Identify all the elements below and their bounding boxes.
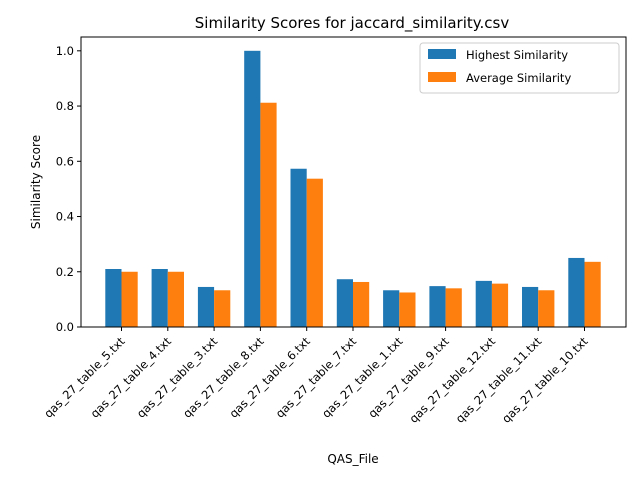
x-tick-label-0: qas_27_table_5.txt: [41, 334, 128, 421]
x-tick-label-8: qas_27_table_12.txt: [406, 334, 498, 426]
bar-average-0: [121, 271, 138, 327]
y-axis-ticks: 0.0 0.2 0.4 0.6 0.8 1.0: [56, 44, 81, 334]
bar-highest-0: [105, 269, 122, 327]
bar-average-2: [214, 290, 231, 327]
bar-average-6: [399, 292, 416, 327]
bar-highest-7: [429, 286, 446, 327]
y-tick-label-1: 0.2: [56, 265, 74, 279]
legend-box: [419, 42, 620, 94]
bar-average-3: [260, 102, 277, 327]
x-tick-label-2: qas_27_table_3.txt: [134, 334, 221, 421]
bar-average-7: [445, 288, 462, 327]
bar-average-1: [167, 271, 184, 327]
x-axis-label: QAS_File: [327, 452, 378, 466]
y-tick-label-2: 0.4: [56, 210, 74, 224]
bars-group: [105, 50, 601, 328]
x-axis-ticks: qas_27_table_5.txtqas_27_table_4.txtqas_…: [41, 327, 591, 426]
y-tick-label-0: 0.0: [56, 320, 74, 334]
y-tick-label-3: 0.6: [56, 154, 74, 168]
bar-highest-4: [290, 168, 307, 327]
bar-highest-8: [475, 280, 492, 327]
legend-label-average: Average Similarity: [466, 71, 571, 85]
bar-average-9: [538, 290, 555, 327]
bar-average-4: [306, 178, 323, 327]
y-tick-label-4: 0.8: [56, 99, 74, 113]
bar-highest-2: [197, 286, 215, 327]
x-tick-label-6: qas_27_table_1.txt: [319, 334, 406, 421]
x-tick-label-3: qas_27_table_8.txt: [180, 334, 267, 421]
bar-highest-3: [244, 50, 261, 328]
y-tick-label-5: 1.0: [56, 44, 74, 58]
plot-frame: [80, 36, 627, 328]
bar-average-8: [491, 283, 509, 327]
bar-highest-5: [336, 279, 353, 327]
x-tick-label-5: qas_27_table_7.txt: [273, 334, 360, 421]
x-tick-label-7: qas_27_table_9.txt: [365, 334, 452, 421]
x-tick-label-1: qas_27_table_4.txt: [88, 334, 175, 421]
x-tick-label-10: qas_27_table_10.txt: [499, 334, 591, 426]
x-tick-label-9: qas_27_table_11.txt: [453, 334, 545, 426]
chart-title: Similarity Scores for jaccard_similarity…: [195, 14, 510, 33]
x-tick-label-4: qas_27_table_6.txt: [226, 334, 313, 421]
y-axis-label: Similarity Score: [29, 135, 43, 229]
bar-highest-1: [151, 269, 168, 327]
bar-average-5: [353, 281, 370, 327]
legend: Highest Similarity Average Similarity: [419, 42, 620, 94]
bar-highest-10: [568, 257, 585, 327]
legend-swatch-highest: [428, 49, 456, 59]
bar-average-10: [584, 261, 601, 327]
legend-swatch-average: [428, 72, 456, 82]
bar-highest-9: [522, 286, 539, 327]
bar-highest-6: [383, 290, 400, 327]
legend-label-highest: Highest Similarity: [466, 48, 568, 62]
